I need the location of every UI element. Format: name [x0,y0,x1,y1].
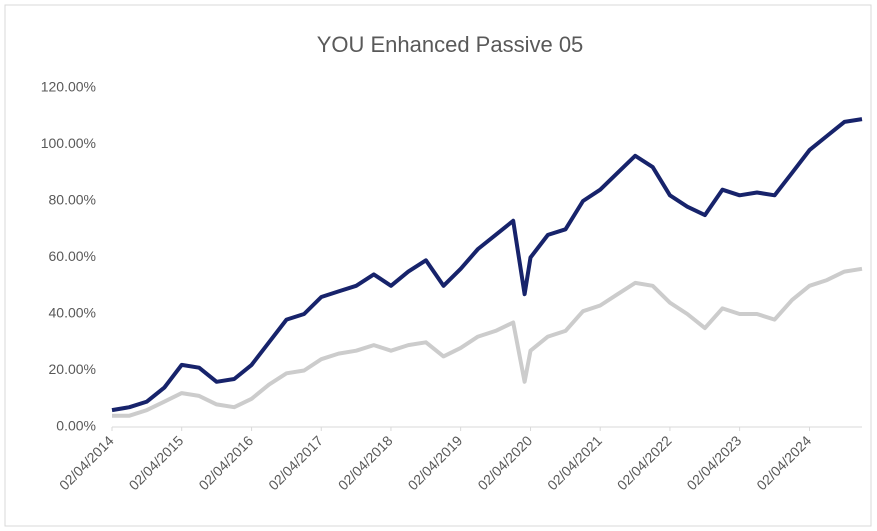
y-tick-label: 60.00% [49,248,96,264]
y-tick-label: 0.00% [56,418,96,434]
y-tick-label: 20.00% [49,361,96,377]
y-tick-label: 120.00% [41,79,96,95]
y-tick-label: 80.00% [49,192,96,208]
y-tick-label: 100.00% [41,135,96,151]
series-line [111,117,863,413]
chart-frame [4,4,872,527]
chart-title: YOU Enhanced Passive 05 [317,32,584,57]
series-line [112,266,863,418]
y-tick-label: 40.00% [49,305,96,321]
